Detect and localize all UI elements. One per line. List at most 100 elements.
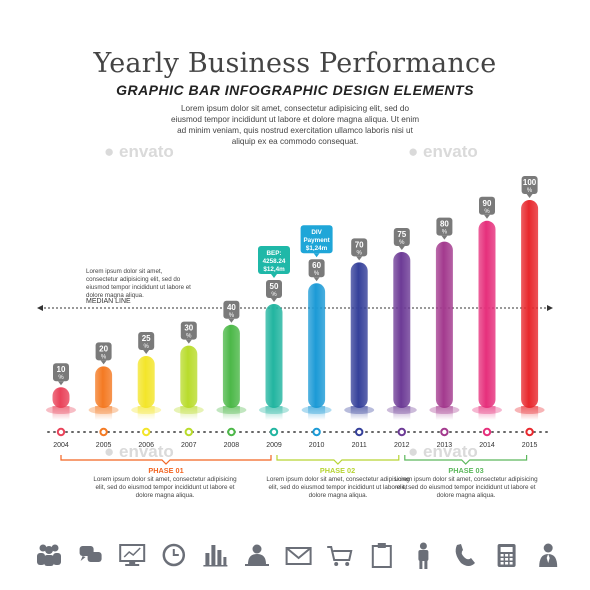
- svg-text:%: %: [484, 209, 490, 215]
- envelope-icon: [285, 547, 312, 565]
- x-tick-label: 2009: [266, 442, 282, 449]
- clock-icon: [162, 543, 186, 567]
- phase-3-title: PHASE 03: [448, 466, 484, 475]
- svg-text:%: %: [357, 250, 363, 256]
- phase-2-title: PHASE 02: [319, 466, 356, 475]
- presenter-icon: [245, 544, 269, 566]
- svg-text:4258.24: 4258.24: [263, 258, 286, 265]
- svg-text:20: 20: [99, 344, 108, 353]
- svg-text:80: 80: [440, 220, 449, 229]
- median-line: [37, 305, 553, 311]
- x-tick-label: 2007: [181, 442, 197, 449]
- x-tick-label: 2012: [394, 442, 410, 449]
- svg-text:%: %: [101, 354, 107, 360]
- x-tick-label: 2013: [437, 442, 453, 449]
- bar-2012: [393, 252, 411, 408]
- axis-marker: [312, 427, 321, 437]
- phase-bracket: [60, 455, 272, 465]
- phase-3-text: Lorem ipsum dolor sit amet, consectetur …: [394, 476, 538, 499]
- businessman-icon: [539, 543, 558, 567]
- phase-1-text: Lorem ipsum dolor sit amet, consectetur …: [93, 476, 237, 499]
- axis-marker: [525, 427, 534, 437]
- clipboard-icon: [371, 543, 392, 568]
- value-label-2013: 80%: [436, 217, 453, 240]
- svg-text:BEP:: BEP:: [266, 250, 281, 257]
- value-label-2008: 40%: [223, 300, 240, 323]
- value-label-2014: 90%: [479, 196, 495, 219]
- axis-marker: [440, 427, 449, 437]
- x-tick-label: 2008: [224, 442, 240, 449]
- svg-text:100: 100: [523, 178, 537, 187]
- svg-text:30: 30: [184, 324, 193, 333]
- users-icon: [37, 544, 61, 566]
- svg-text:%: %: [58, 375, 64, 381]
- value-label-2005: 20%: [95, 342, 112, 365]
- value-label-2004: 10%: [53, 363, 69, 386]
- x-tick-label: 2004: [53, 442, 69, 449]
- axis-marker: [227, 427, 236, 437]
- x-tick-label: 2014: [479, 442, 495, 449]
- x-tick-label: 2011: [352, 442, 367, 449]
- person-icon: [418, 542, 429, 569]
- value-label-2015: 100%: [521, 176, 538, 198]
- svg-text:$12,4m: $12,4m: [263, 266, 285, 273]
- chat-icon: [79, 546, 102, 562]
- bar-2004: [52, 387, 70, 408]
- svg-text:50: 50: [270, 282, 279, 291]
- x-tick-label: 2015: [522, 442, 538, 449]
- bar-2015: [521, 200, 539, 408]
- x-tick-label: 2006: [138, 442, 154, 449]
- svg-text:%: %: [314, 271, 320, 277]
- svg-text:75: 75: [397, 230, 406, 239]
- svg-text:Payment: Payment: [303, 237, 330, 244]
- svg-text:10: 10: [57, 365, 66, 374]
- x-tick-label: 2010: [309, 442, 325, 449]
- svg-text:%: %: [186, 334, 192, 340]
- watermark: ● envato: [408, 442, 478, 461]
- bar-2008: [222, 324, 240, 408]
- phase-2-text: Lorem ipsum dolor sit amet, consectetur …: [266, 476, 410, 499]
- svg-text:%: %: [399, 240, 405, 246]
- phase-bracket: [404, 455, 528, 465]
- axis-marker: [397, 427, 406, 437]
- axis-marker: [99, 427, 108, 437]
- bar-2010: [308, 283, 326, 408]
- svg-text:%: %: [144, 344, 150, 350]
- median-line-label: MEDIAN LINE: [86, 298, 131, 305]
- axis-marker: [142, 427, 151, 437]
- value-label-2009: 50%: [266, 280, 282, 302]
- value-label-2007: 30%: [180, 321, 197, 344]
- axis-marker: [184, 427, 194, 437]
- svg-text:%: %: [442, 230, 448, 236]
- bar-2009: [265, 304, 283, 408]
- svg-text:DIV: DIV: [311, 229, 322, 236]
- x-tick-label: 2005: [96, 442, 112, 449]
- svg-text:%: %: [527, 188, 533, 194]
- svg-text:$1,24m: $1,24m: [306, 245, 328, 252]
- watermark: ● envato: [408, 142, 478, 161]
- bar-chart-icon: [203, 545, 228, 567]
- svg-text:60: 60: [312, 261, 321, 270]
- watermark: ● envato: [104, 442, 174, 461]
- shopping-cart-icon: [327, 546, 353, 566]
- svg-text:90: 90: [483, 199, 492, 208]
- value-label-2010: 60%: [308, 259, 325, 282]
- svg-text:25: 25: [142, 334, 151, 343]
- watermark: ● envato: [104, 142, 174, 161]
- intro-text: Lorem ipsum dolor sit amet, consectetur …: [170, 104, 420, 146]
- bar-2007: [180, 345, 198, 408]
- bar-2014: [478, 220, 496, 408]
- value-label-2011: 70%: [351, 238, 368, 261]
- bar-2006: [137, 356, 155, 408]
- svg-text:%: %: [271, 292, 277, 298]
- value-label-2012: 75%: [393, 228, 410, 250]
- bar-2005: [95, 366, 113, 408]
- monitor-chart-icon: [119, 544, 146, 566]
- page-title: Yearly Business Performance: [93, 48, 497, 79]
- axis-marker: [56, 427, 66, 437]
- value-label-2006: 25%: [138, 332, 155, 354]
- icon-bar: [37, 542, 558, 569]
